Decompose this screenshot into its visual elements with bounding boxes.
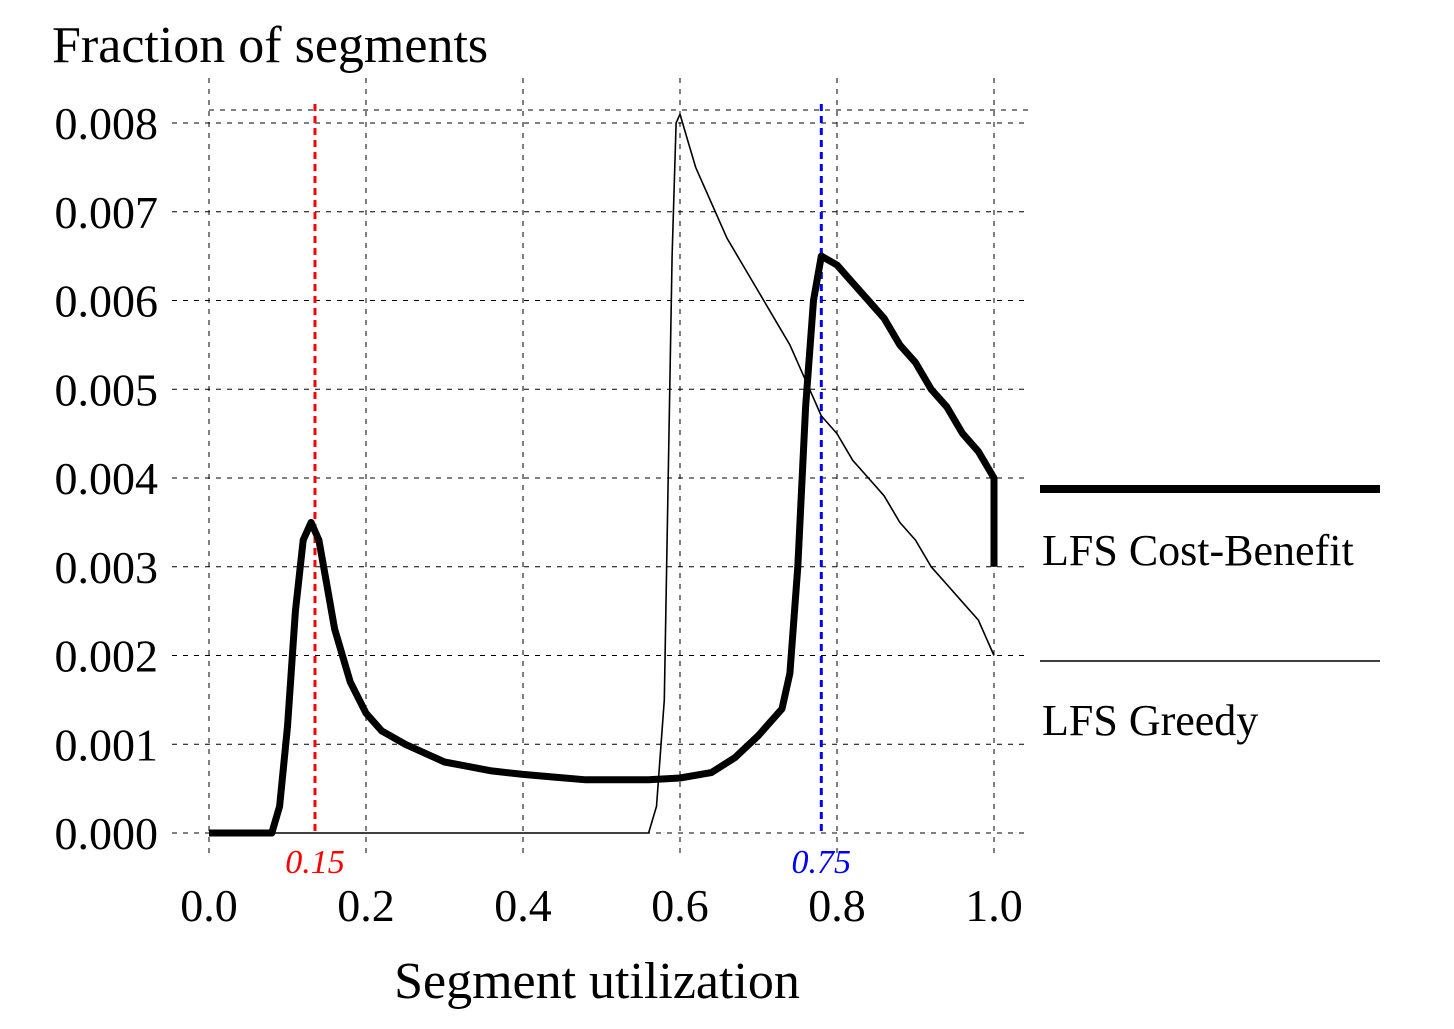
x-tick-label-4: 0.8 <box>808 880 866 931</box>
marker-label-1: 0.75 <box>792 844 852 881</box>
x-tick-label-3: 0.6 <box>651 880 709 931</box>
y-tick-label-0: 0.000 <box>55 808 159 859</box>
y-tick-label-7: 0.007 <box>55 187 159 238</box>
legend: LFS Cost-Benefit LFS Greedy <box>1040 485 1380 745</box>
grid <box>172 75 1030 853</box>
y-tick-label-6: 0.006 <box>55 276 159 327</box>
x-axis-title: Segment utilization <box>394 953 800 1010</box>
y-tick-label-3: 0.003 <box>55 542 159 593</box>
y-tick-label-1: 0.001 <box>55 719 159 770</box>
y-tick-label-8: 0.008 <box>55 98 159 149</box>
x-tick-label-2: 0.4 <box>494 880 552 931</box>
marker-label-0: 0.15 <box>285 844 345 881</box>
series-line-1 <box>209 113 995 834</box>
y-tick-label-5: 0.005 <box>55 364 159 415</box>
y-axis-title: Fraction of segments <box>52 17 488 74</box>
tick-labels: 0.000 0.001 0.002 0.003 0.004 0.005 0.006 0.007… <box>55 98 1023 931</box>
y-tick-label-2: 0.002 <box>55 631 159 682</box>
legend-label-1: LFS Greedy <box>1042 696 1258 745</box>
series-line-0 <box>209 252 998 837</box>
series-lines <box>209 113 998 837</box>
reference-markers: 0.15 0.75 <box>285 104 851 881</box>
x-tick-label-1: 0.2 <box>337 880 395 931</box>
x-tick-label-0: 0.0 <box>180 880 238 931</box>
legend-label-0: LFS Cost-Benefit <box>1042 526 1354 575</box>
x-tick-label-5: 1.0 <box>965 880 1023 931</box>
y-tick-label-4: 0.004 <box>55 453 159 504</box>
